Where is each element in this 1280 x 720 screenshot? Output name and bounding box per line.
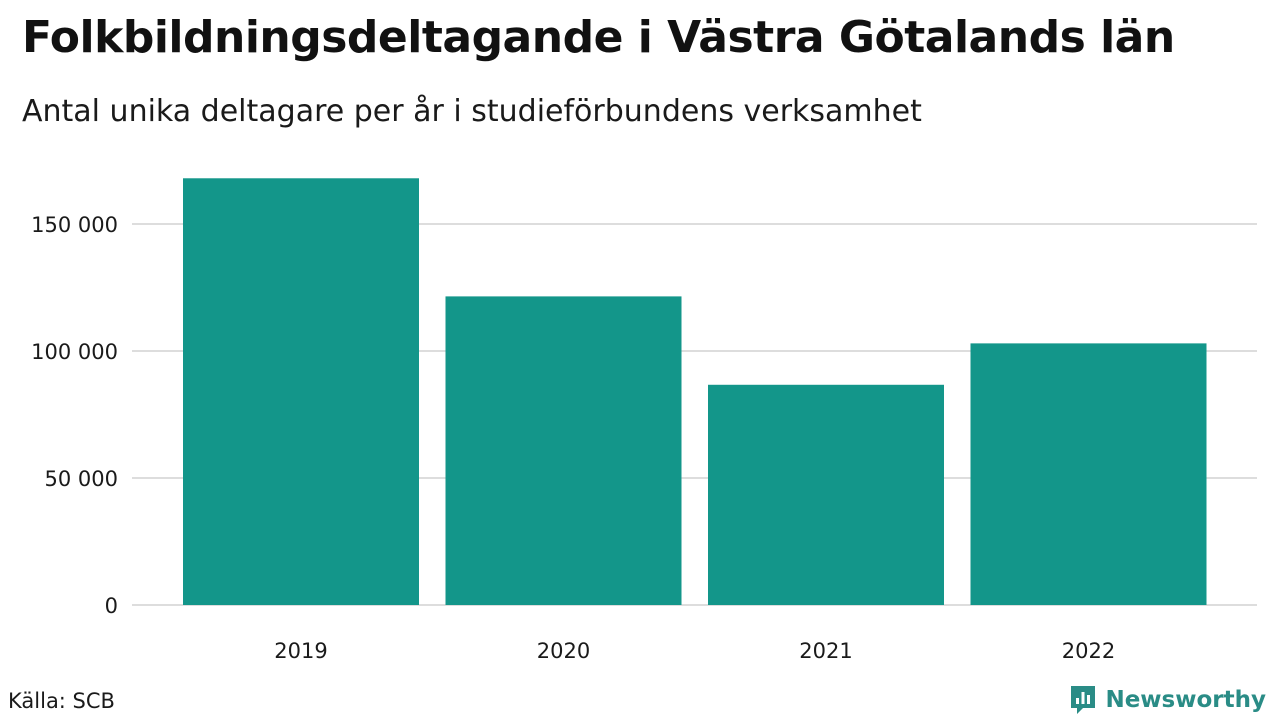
chart-title: Folkbildningsdeltagande i Västra Götalan… — [22, 12, 1175, 63]
y-tick-label: 0 — [105, 594, 118, 618]
brand-name: Newsworthy — [1105, 687, 1266, 713]
brand-logo: Newsworthy — [1069, 683, 1266, 717]
bar-2022 — [970, 343, 1207, 605]
bar-chart-speech-bubble-icon — [1071, 686, 1096, 714]
x-tick-label: 2022 — [1062, 639, 1115, 663]
y-tick-label: 150 000 — [31, 213, 118, 237]
x-tick-label: 2019 — [274, 639, 327, 663]
bar-2021 — [708, 384, 944, 605]
bar-2020 — [445, 296, 682, 605]
y-tick-label: 100 000 — [31, 340, 118, 364]
chart-subtitle: Antal unika deltagare per år i studieför… — [22, 94, 922, 129]
source-note: Källa: SCB — [8, 689, 115, 713]
y-tick-label: 50 000 — [45, 467, 118, 491]
x-tick-label: 2021 — [799, 639, 852, 663]
x-tick-label: 2020 — [537, 639, 590, 663]
bar-2019 — [183, 178, 419, 605]
